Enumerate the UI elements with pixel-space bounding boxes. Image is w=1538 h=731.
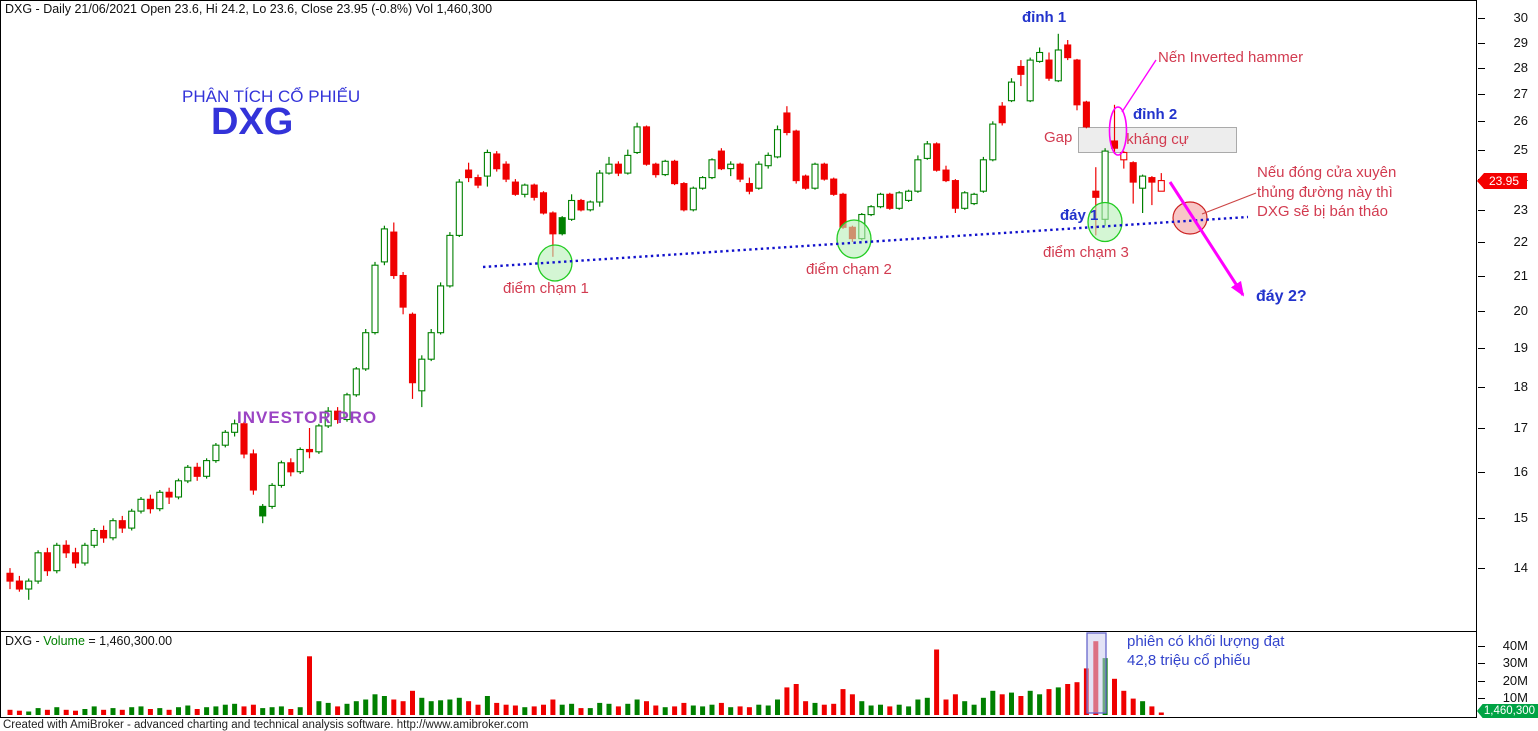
chart-title-bar: DXG - Daily 21/06/2021 Open 23.6, Hi 24.… xyxy=(5,2,493,16)
volume-axis-tick xyxy=(1478,663,1485,665)
price-axis-tick xyxy=(1478,275,1485,277)
last-price-marker: 23.95 xyxy=(1477,173,1527,189)
price-axis-tick xyxy=(1478,121,1485,123)
price-axis-label: 29 xyxy=(1513,34,1528,50)
volume-note-line-1: phiên có khối lượng đạt xyxy=(1127,633,1285,650)
price-axis-tick xyxy=(1478,42,1485,44)
last-volume-marker: 1,460,300 xyxy=(1477,704,1538,718)
price-axis-label: 15 xyxy=(1513,510,1528,526)
volume-axis-tick xyxy=(1478,680,1485,682)
price-axis-tick xyxy=(1478,209,1485,211)
warning-line-3: DXG sẽ bị bán tháo xyxy=(1257,203,1388,220)
annotation-touch-2: điểm chạm 2 xyxy=(806,261,892,278)
volume-axis-label: 10M xyxy=(1502,689,1528,705)
annotation-touch-3: điểm chạm 3 xyxy=(1043,244,1129,261)
price-axis-label: 30 xyxy=(1513,10,1528,25)
volume-note-line-2: 42,8 triệu cổ phiếu xyxy=(1127,652,1251,669)
price-axis-tick xyxy=(1478,149,1485,151)
price-axis-tick xyxy=(1478,568,1485,570)
watermark-investor-pro: INVESTOR PRO xyxy=(237,408,378,427)
price-axis-label: 18 xyxy=(1513,378,1528,394)
price-axis-label: 20 xyxy=(1513,302,1528,318)
annotation-touch-1: điểm chạm 1 xyxy=(503,280,589,297)
warning-line-2: thủng đường này thì xyxy=(1257,183,1393,201)
volume-title-symbol: DXG - xyxy=(5,634,44,648)
volume-axis-tick xyxy=(1478,697,1485,699)
volume-title-value: = 1,460,300.00 xyxy=(84,634,173,648)
price-axis-label: 21 xyxy=(1513,267,1528,283)
price-axis-label: 22 xyxy=(1513,233,1528,249)
resistance-zone-box: kháng cự xyxy=(1078,127,1237,153)
watermark-subtitle: PHÂN TÍCH CỔ PHIẾU xyxy=(182,87,361,106)
resistance-label: kháng cự xyxy=(1126,131,1189,148)
price-axis-tick xyxy=(1478,471,1485,473)
annotation-volume-note: phiên có khối lượng đạt 42,8 triệu cổ ph… xyxy=(1127,632,1284,670)
price-axis-tick xyxy=(1478,241,1485,243)
annotation-peak-2: đỉnh 2 xyxy=(1133,106,1178,123)
price-axis-tick xyxy=(1478,94,1485,96)
volume-axis-label: 40M xyxy=(1502,638,1528,653)
price-axis-label: 17 xyxy=(1513,420,1528,435)
price-axis-tick xyxy=(1478,428,1485,429)
annotation-gap: Gap xyxy=(1044,129,1073,146)
price-axis-label: 26 xyxy=(1513,113,1528,129)
annotation-bottom-1: đáy 1 xyxy=(1060,207,1099,224)
price-axis-tick xyxy=(1478,18,1485,19)
price-axis-label: 19 xyxy=(1513,339,1528,355)
amibroker-footer: Created with AmiBroker - advanced charti… xyxy=(3,719,529,731)
volume-axis-tick xyxy=(1478,646,1485,647)
volume-pane-title: DXG - Volume = 1,460,300.00 xyxy=(5,634,172,648)
volume-series-name: Volume xyxy=(43,634,85,648)
annotation-breakdown-warning: Nếu đóng cửa xuyên thủng đường này thì D… xyxy=(1257,163,1396,222)
price-axis-tick xyxy=(1478,518,1485,520)
price-axis-tick xyxy=(1478,386,1485,388)
warning-line-1: Nếu đóng cửa xuyên xyxy=(1257,164,1397,181)
volume-chart-pane[interactable] xyxy=(0,631,1477,718)
price-axis-label: 23 xyxy=(1513,201,1528,217)
price-axis-label: 27 xyxy=(1513,86,1528,102)
annotation-bottom-2: đáy 2? xyxy=(1256,288,1307,305)
annotation-inverted-hammer: Nến Inverted hammer xyxy=(1158,49,1304,66)
volume-axis-label: 30M xyxy=(1502,655,1528,671)
price-axis-label: 14 xyxy=(1513,560,1528,576)
price-axis-label: 28 xyxy=(1513,59,1528,75)
price-axis-tick xyxy=(1478,310,1485,312)
volume-axis-label: 20M xyxy=(1502,672,1528,688)
price-axis-label: 25 xyxy=(1513,141,1528,157)
annotation-peak-1: đỉnh 1 xyxy=(1022,9,1067,26)
watermark-symbol: DXG xyxy=(211,101,294,143)
volume-plot[interactable] xyxy=(0,631,1477,718)
price-chart-pane[interactable] xyxy=(0,0,1477,632)
candlestick-plot[interactable] xyxy=(0,0,1477,632)
price-axis-tick xyxy=(1478,67,1485,69)
price-axis-label: 16 xyxy=(1513,463,1528,479)
price-axis-tick xyxy=(1478,347,1485,349)
